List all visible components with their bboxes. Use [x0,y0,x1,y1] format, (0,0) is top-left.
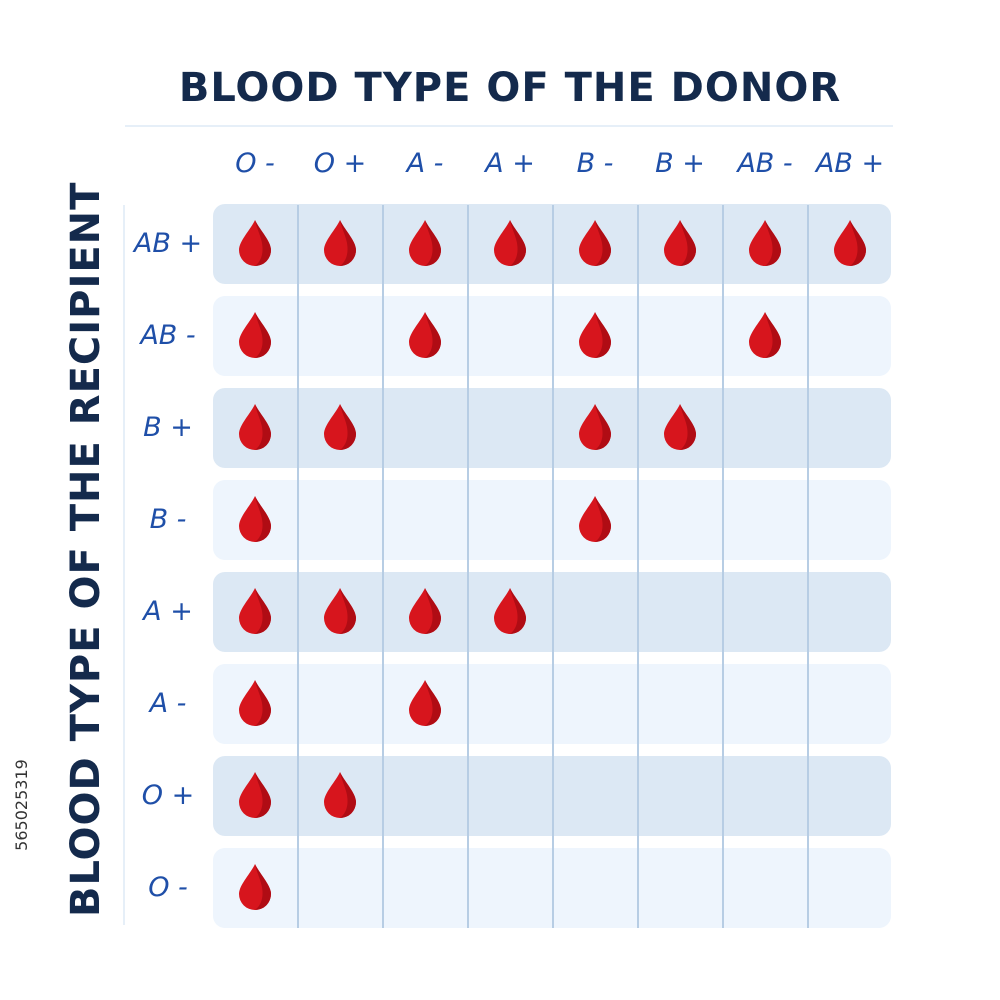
column-divider [382,205,384,928]
header-divider [125,125,893,127]
chart-title: BLOOD TYPE OF THE DONOR [178,65,842,111]
blood-drop-icon [834,220,866,266]
blood-drop-icon [324,404,356,450]
recipient-type-label: A - [149,688,187,719]
donor-type-label: A + [485,148,535,179]
blood-drop-icon [409,588,441,634]
donor-type-label: B - [576,148,614,179]
blood-drop-icon [494,588,526,634]
column-divider [807,205,809,928]
blood-drop-icon [494,220,526,266]
recipient-type-label: B + [143,412,193,443]
blood-drop-icon [409,220,441,266]
blood-drop-icon [749,220,781,266]
blood-drop-icon [239,680,271,726]
blood-drop-icon [239,312,271,358]
blood-drop-icon [239,496,271,542]
blood-drop-icon [324,220,356,266]
blood-drop-icon [579,312,611,358]
donor-type-label: O + [313,148,367,179]
column-divider [297,205,299,928]
blood-drop-icon [239,220,271,266]
recipient-type-label: AB - [140,320,196,351]
recipient-type-label: A + [143,596,193,627]
blood-drop-icon [749,312,781,358]
blood-drop-icon [324,588,356,634]
blood-drop-icon [239,772,271,818]
recipient-type-label: O + [141,780,195,811]
blood-drop-icon [579,220,611,266]
column-divider [467,205,469,928]
recipient-type-label: AB + [133,228,203,259]
column-divider [637,205,639,928]
recipient-type-label: O - [148,872,188,903]
axis-divider [123,205,125,925]
blood-drop-icon [239,404,271,450]
blood-drop-icon [579,496,611,542]
donor-type-label: AB + [815,148,885,179]
blood-drop-icon [579,404,611,450]
blood-drop-icon [239,588,271,634]
donor-type-label: O - [235,148,275,179]
blood-drop-icon [409,312,441,358]
column-divider [552,205,554,928]
donor-type-label: A - [406,148,444,179]
blood-drop-icon [409,680,441,726]
donor-type-label: AB - [737,148,793,179]
blood-drop-icon [239,864,271,910]
donor-type-label: B + [655,148,705,179]
recipient-type-label: B - [149,504,187,535]
blood-drop-icon [664,404,696,450]
blood-drop-icon [664,220,696,266]
blood-drop-icon [324,772,356,818]
column-divider [722,205,724,928]
